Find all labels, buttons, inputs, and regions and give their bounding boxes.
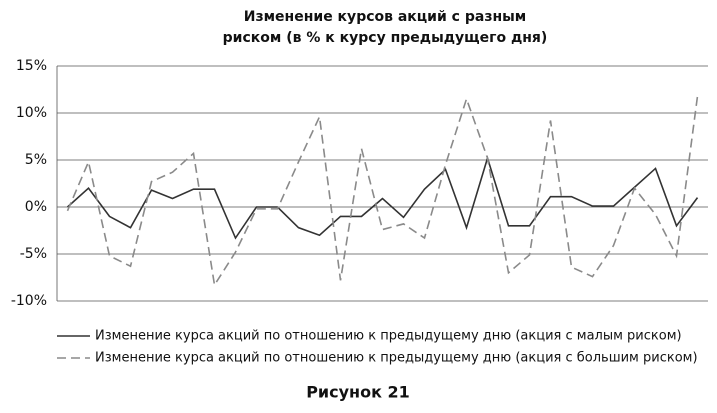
y-tick-label: 15% [16,58,47,74]
legend-label: Изменение курса акций по отношению к пре… [95,351,698,366]
caption: Рисунок 21 [306,383,410,402]
series-line [66,155,699,240]
y-tick-label: 10% [16,105,47,121]
series-line [66,95,699,288]
y-tick-label: -5% [20,246,47,262]
y-tick-label: 0% [25,199,47,215]
chart-title: риском (в % к курсу предыдущего дня) [223,30,548,46]
y-tick-label: 5% [25,152,47,168]
chart-title: Изменение курсов акций с разным [244,9,526,25]
legend-label: Изменение курса акций по отношению к пре… [95,329,682,344]
y-tick-label: -10% [11,293,47,309]
